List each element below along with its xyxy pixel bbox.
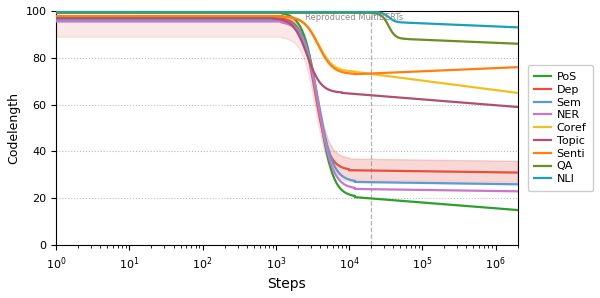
QA: [222, 11, 229, 15]
NER: [53, 20, 60, 23]
Dep: [514, 171, 521, 174]
NLI: [380, 12, 387, 15]
QA: [380, 16, 387, 20]
Dep: [457, 170, 464, 173]
Topic: [454, 100, 461, 104]
Topic: [53, 16, 60, 20]
X-axis label: Steps: Steps: [268, 277, 306, 291]
Coref: [497, 89, 505, 93]
PoS: [497, 207, 505, 210]
Dep: [302, 45, 309, 48]
QA: [77, 11, 84, 15]
Line: Sem: Sem: [56, 20, 518, 184]
NLI: [503, 25, 510, 29]
Line: NER: NER: [56, 21, 518, 191]
Coref: [53, 14, 60, 18]
Senti: [304, 25, 311, 29]
Topic: [293, 30, 301, 34]
Line: PoS: PoS: [56, 12, 518, 210]
NER: [70, 20, 77, 23]
NLI: [514, 26, 521, 29]
Dep: [174, 16, 181, 19]
Senti: [70, 14, 77, 18]
NER: [174, 20, 181, 23]
PoS: [174, 10, 181, 14]
NER: [497, 189, 505, 193]
Senti: [53, 14, 60, 18]
Topic: [69, 16, 76, 20]
Dep: [497, 170, 504, 174]
NLI: [53, 10, 60, 13]
Coref: [174, 14, 181, 18]
QA: [476, 40, 484, 44]
Dep: [70, 16, 77, 19]
PoS: [266, 10, 274, 14]
Sem: [266, 18, 274, 22]
Line: NLI: NLI: [56, 12, 518, 27]
Dep: [266, 16, 274, 19]
Line: QA: QA: [56, 13, 518, 44]
NLI: [476, 24, 484, 27]
NER: [514, 190, 521, 193]
Senti: [174, 14, 181, 18]
PoS: [304, 45, 311, 49]
NLI: [77, 10, 84, 13]
PoS: [459, 204, 466, 207]
Senti: [351, 72, 358, 76]
Sem: [459, 182, 466, 185]
Line: Topic: Topic: [56, 18, 518, 107]
Dep: [53, 16, 60, 19]
PoS: [53, 10, 60, 14]
Text: Reproduced MultiBERTs: Reproduced MultiBERTs: [305, 13, 403, 22]
Topic: [169, 16, 176, 20]
Coref: [459, 84, 466, 88]
NLI: [222, 10, 229, 13]
Senti: [461, 68, 469, 71]
Line: Senti: Senti: [56, 16, 518, 74]
QA: [503, 41, 510, 45]
Topic: [496, 104, 503, 107]
Topic: [258, 16, 265, 20]
Coref: [70, 14, 77, 18]
Coref: [266, 14, 274, 18]
Sem: [514, 182, 521, 186]
PoS: [70, 10, 77, 14]
Sem: [304, 49, 311, 52]
Senti: [514, 65, 521, 69]
Sem: [53, 18, 60, 22]
NER: [459, 189, 466, 192]
Senti: [500, 66, 508, 69]
Coref: [514, 91, 521, 95]
QA: [53, 11, 60, 15]
NLI: [352, 10, 359, 13]
Line: Coref: Coref: [56, 16, 518, 93]
PoS: [514, 208, 521, 212]
Sem: [497, 182, 505, 186]
Sem: [174, 18, 181, 22]
Coref: [304, 25, 311, 28]
Line: Dep: Dep: [56, 18, 518, 173]
QA: [514, 42, 521, 46]
Topic: [514, 105, 521, 109]
Y-axis label: Codelength: Codelength: [7, 92, 20, 164]
Senti: [266, 14, 274, 18]
QA: [352, 11, 359, 15]
NER: [304, 51, 311, 55]
Sem: [70, 18, 77, 22]
NER: [266, 20, 274, 23]
Legend: PoS, Dep, Sem, NER, Coref, Topic, Senti, QA, NLI: PoS, Dep, Sem, NER, Coref, Topic, Senti,…: [528, 65, 593, 191]
